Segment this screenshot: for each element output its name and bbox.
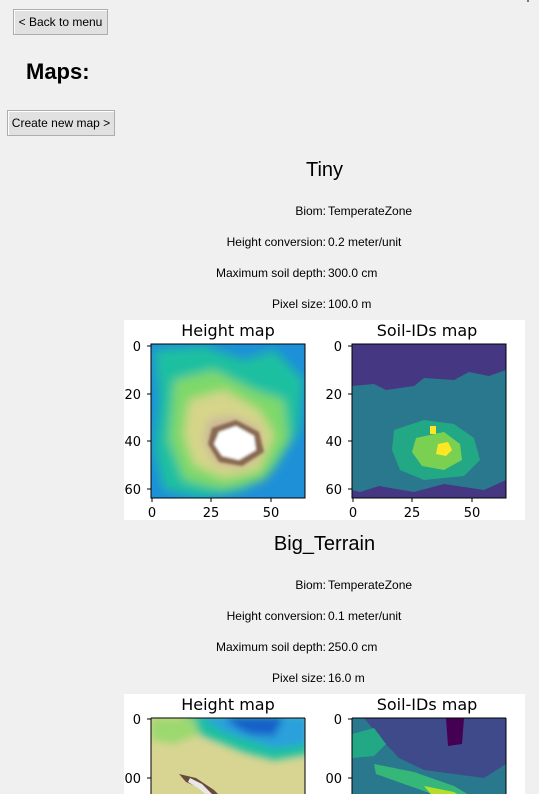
y-tick-label: 0 (133, 713, 141, 728)
info-row-height-conversion: Height conversion: 0.1 meter/unit (124, 609, 539, 625)
page-title: Maps: (26, 59, 90, 84)
info-label: Maximum soil depth: (215, 266, 326, 280)
map-figure-big-terrain: Height map Soil-IDs map (124, 694, 525, 794)
info-row-pixel-size: Pixel size: 100.0 m (124, 297, 539, 313)
map-figure-svg: Height map Soil-IDs map (124, 695, 507, 794)
info-row-pixel-size: Pixel size: 16.0 m (124, 671, 539, 687)
y-tick-label: 20 (325, 388, 342, 403)
info-label: Height conversion: (226, 235, 326, 249)
map-name-big-terrain: Big_Terrain (273, 533, 376, 555)
x-tick-label: 0 (349, 506, 357, 520)
info-row-biom: Biom: TemperateZone (124, 204, 539, 220)
soil-map-image (352, 718, 506, 794)
height-map-title: Height map (181, 695, 275, 714)
map-figure-svg: Height map Soil-IDs map (124, 321, 507, 520)
y-tick-label: 00 (124, 772, 141, 787)
soil-map-title: Soil-IDs map (377, 695, 478, 714)
soil-map-title: Soil-IDs map (377, 321, 478, 340)
info-label: Biom: (295, 204, 326, 218)
info-label: Pixel size: (271, 671, 326, 685)
height-map-title: Height map (181, 321, 275, 340)
y-tick-label: 20 (124, 388, 141, 403)
info-row-max-soil-depth: Maximum soil depth: 250.0 cm (124, 640, 539, 656)
create-new-map-button[interactable]: Create new map > (7, 110, 115, 136)
info-value: 0.1 meter/unit (328, 609, 402, 623)
info-value: 100.0 m (328, 297, 372, 311)
info-value: 300.0 cm (328, 266, 378, 280)
info-label: Pixel size: (271, 297, 326, 311)
soil-map-axes: 0 00 (325, 713, 352, 787)
info-value: TemperateZone (328, 204, 413, 218)
y-tick-label: 0 (133, 340, 141, 355)
info-row-biom: Biom: TemperateZone (124, 578, 539, 594)
height-map-image (151, 344, 305, 498)
height-map-image (151, 718, 305, 794)
info-value: 16.0 m (328, 671, 365, 685)
soil-map-image (352, 344, 506, 498)
y-tick-label: 40 (325, 435, 342, 450)
y-tick-label: 60 (325, 483, 342, 498)
y-tick-label: 00 (325, 772, 342, 787)
info-value: TemperateZone (328, 578, 413, 592)
height-map-axes: 0 20 40 60 0 25 50 (124, 340, 279, 520)
info-row-max-soil-depth: Maximum soil depth: 300.0 cm (124, 266, 539, 282)
map-figure-tiny: Height map Soil-IDs map (124, 320, 525, 520)
info-label: Maximum soil depth: (215, 640, 326, 654)
info-label: Height conversion: (226, 609, 326, 623)
y-tick-label: 0 (334, 713, 342, 728)
x-tick-label: 50 (464, 506, 481, 520)
x-tick-label: 25 (203, 506, 220, 520)
y-tick-label: 40 (124, 435, 141, 450)
info-value: 250.0 cm (328, 640, 378, 654)
info-label: Biom: (295, 578, 326, 592)
window-edge-mark (527, 0, 529, 2)
x-tick-label: 0 (148, 506, 156, 520)
height-map-axes: 0 00 (124, 713, 151, 787)
y-tick-label: 0 (334, 340, 342, 355)
x-tick-label: 50 (263, 506, 280, 520)
info-value: 0.2 meter/unit (328, 235, 402, 249)
x-tick-label: 25 (404, 506, 421, 520)
y-tick-label: 60 (124, 483, 141, 498)
info-row-height-conversion: Height conversion: 0.2 meter/unit (124, 235, 539, 251)
soil-map-axes: 0 20 40 60 0 25 50 (325, 340, 480, 520)
back-to-menu-button[interactable]: < Back to menu (13, 9, 108, 35)
map-name-tiny: Tiny (305, 159, 344, 181)
